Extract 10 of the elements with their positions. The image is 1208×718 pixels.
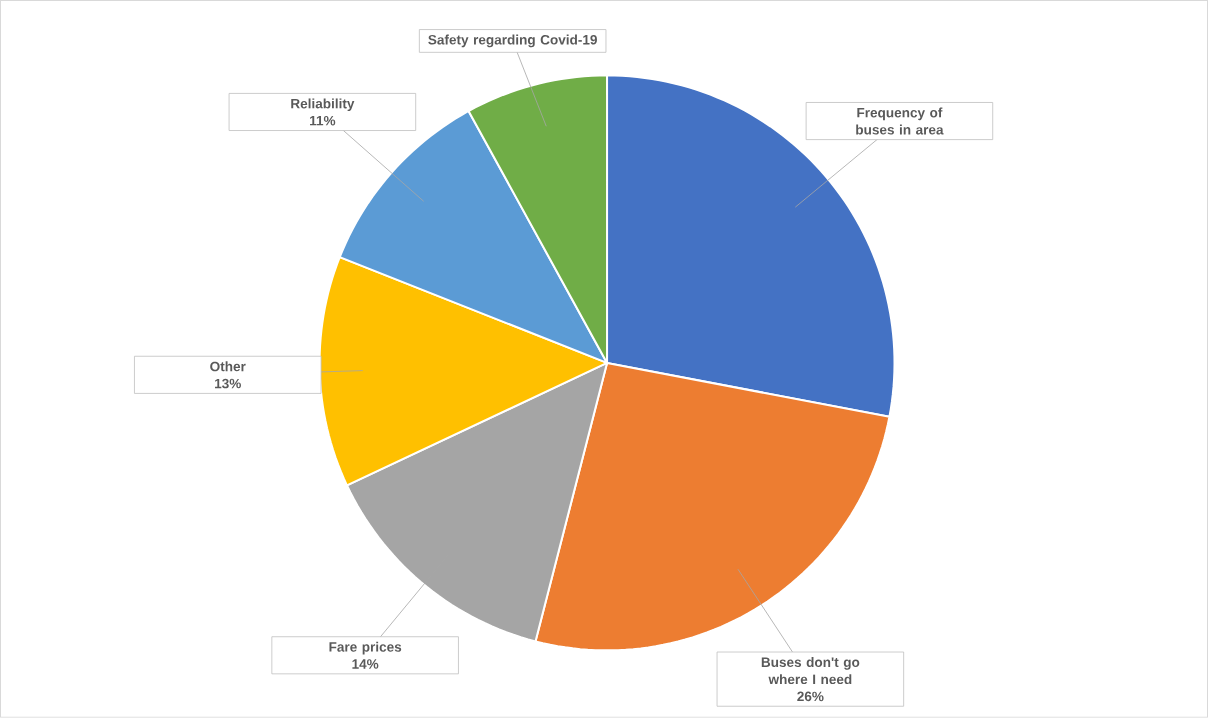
data-label: 13% xyxy=(215,378,241,389)
slice-label: Reliability xyxy=(291,98,355,112)
data-label: 26% xyxy=(797,691,824,702)
slice-label: Other xyxy=(210,361,246,372)
slice-label: Buses don't go where I need xyxy=(761,657,860,685)
slice-label: Fare prices xyxy=(329,641,402,655)
slice-label: Frequency of buses in area xyxy=(856,107,944,135)
slice-label: Safety regarding Covid-19 xyxy=(428,34,597,48)
data-label: 14% xyxy=(352,659,379,669)
data-label: 11% xyxy=(310,116,336,126)
